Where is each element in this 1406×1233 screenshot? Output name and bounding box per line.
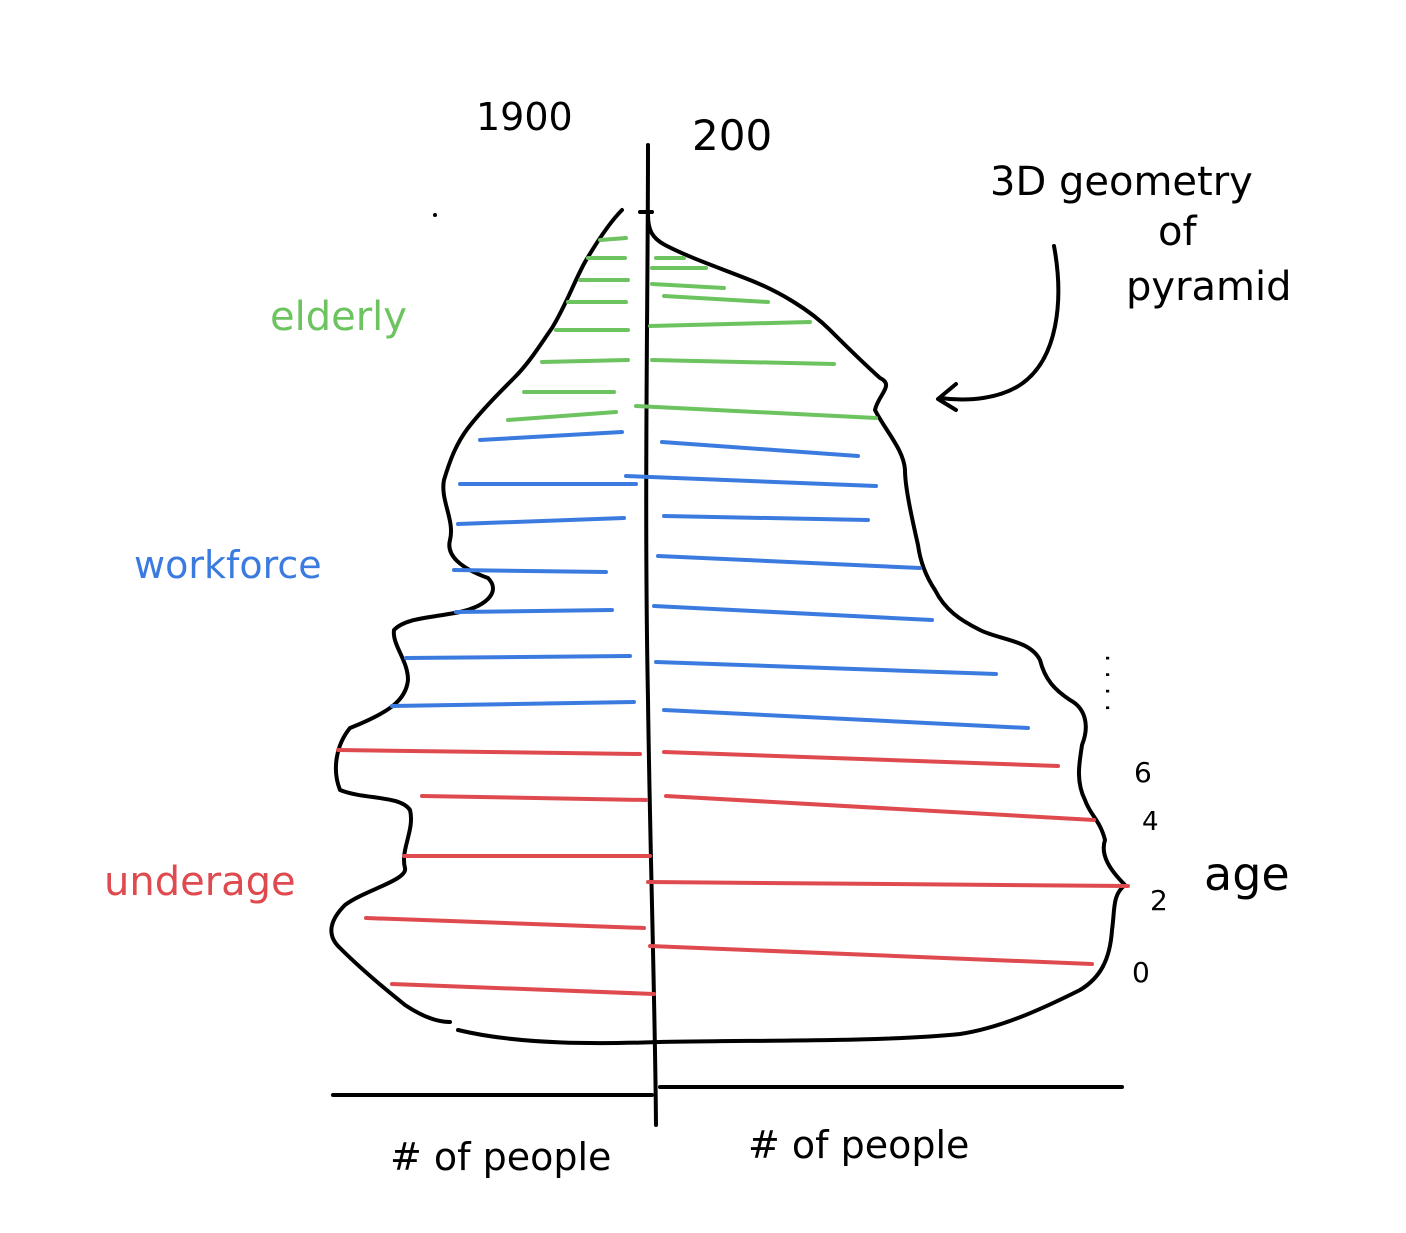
elderly-band-left-1 <box>598 236 628 242</box>
workforce-band-left-6 <box>404 654 632 660</box>
pyramid-outline-base <box>456 213 1127 1046</box>
elderly-band-left-8 <box>506 410 618 422</box>
elderly-band-right-7 <box>634 404 878 420</box>
underage-band-right-4 <box>648 944 1094 966</box>
underage-band-right-1 <box>662 750 1060 768</box>
annotation-line-1: 3D geometry <box>990 159 1253 205</box>
workforce-band-left-5 <box>454 608 614 614</box>
age-tick-6: 6 <box>1134 756 1152 789</box>
annotation-line-3: pyramid <box>1126 264 1292 310</box>
workforce-band-right-5 <box>652 604 934 622</box>
x-axis-label-left: # of people <box>390 1135 611 1179</box>
elderly-band-left-6 <box>540 358 630 364</box>
workforce-band-left-1 <box>478 430 624 442</box>
underage-band-left-5 <box>390 982 656 996</box>
y-axis-label: age <box>1204 847 1290 901</box>
group-label-elderly: elderly <box>270 294 407 340</box>
workforce-band-right-2 <box>624 474 878 488</box>
group-label-underage: underage <box>104 859 296 905</box>
age-tick-ellipsis: . . . . <box>1099 654 1129 712</box>
workforce-band-right-3 <box>662 514 870 522</box>
annotation-arrow <box>938 244 1061 402</box>
workforce-band-right-1 <box>660 440 860 458</box>
workforce-band-left-7 <box>390 700 636 708</box>
pyramid-outline <box>329 208 624 1024</box>
left-year-label: 1900 <box>476 95 573 139</box>
elderly-band-right-5 <box>648 320 812 328</box>
center-axis <box>644 143 658 1127</box>
age-tick-0: 0 <box>1132 956 1150 989</box>
pencil-dot <box>433 213 437 217</box>
workforce-band-right-4 <box>656 554 922 570</box>
underage-band-left-1 <box>336 748 642 756</box>
underage-bands <box>336 748 1130 996</box>
elderly-bands <box>506 236 878 422</box>
underage-band-left-2 <box>420 794 648 802</box>
right-year-label: 200 <box>692 111 772 160</box>
workforce-band-left-3 <box>456 516 626 526</box>
workforce-band-left-4 <box>452 568 608 574</box>
underage-band-right-2 <box>664 794 1096 822</box>
annotation-arrowhead <box>936 382 958 412</box>
elderly-band-right-3 <box>650 282 726 290</box>
x-axis-label-right: # of people <box>748 1123 969 1167</box>
elderly-band-right-6 <box>650 358 836 366</box>
age-tick-2: 2 <box>1150 884 1168 917</box>
workforce-band-right-6 <box>654 660 998 676</box>
age-tick-4: 4 <box>1142 807 1159 837</box>
group-label-workforce: workforce <box>134 543 322 587</box>
underage-band-left-4 <box>364 916 646 930</box>
annotation-line-2: of <box>1158 209 1197 255</box>
underage-band-right-3 <box>646 880 1130 888</box>
workforce-band-right-7 <box>662 708 1030 730</box>
elderly-band-right-4 <box>662 294 770 304</box>
workforce-bands <box>390 430 1030 730</box>
